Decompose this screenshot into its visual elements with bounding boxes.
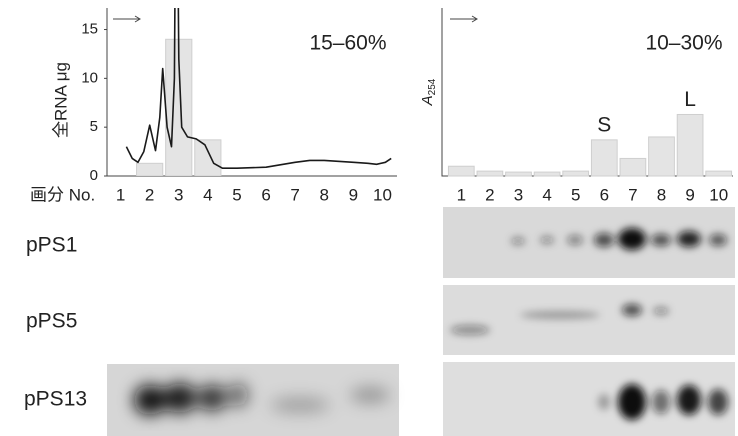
x-tick-label: 8: [320, 185, 329, 204]
x-tick-label: 2: [485, 185, 494, 204]
bar: [505, 171, 532, 177]
x-tick-label: 9: [685, 185, 694, 204]
blot-pps5: [443, 285, 735, 355]
y-tick-label: 0: [90, 167, 98, 184]
x-tick-label: 5: [232, 185, 241, 204]
arrow: [450, 15, 478, 23]
bar: [136, 162, 164, 176]
y-tick-label: 15: [81, 20, 98, 37]
bar: [194, 139, 222, 176]
bar: [590, 139, 618, 177]
bar: [476, 170, 504, 177]
bar-label: L: [684, 88, 696, 111]
y-tick-label: 10: [81, 69, 98, 86]
x-tick-label: 9: [349, 185, 358, 204]
y-label-sub: 254: [427, 78, 438, 95]
row-label: pPS1: [26, 234, 77, 257]
bar: [562, 170, 590, 177]
y-axis-label: 全RNA μg: [51, 62, 70, 138]
x-tick-label: 5: [571, 185, 580, 204]
x-tick-label: 6: [261, 185, 270, 204]
y-label-main: A: [419, 95, 436, 106]
bar-label: S: [597, 113, 611, 136]
row-label: pPS5: [26, 310, 77, 333]
arrow: [113, 15, 141, 23]
y-tick-label: 5: [90, 118, 98, 135]
x-tick-label: 1: [116, 185, 125, 204]
bar: [648, 136, 675, 177]
x-tick-label: 6: [600, 185, 609, 204]
x-tick-label: 4: [203, 185, 212, 204]
x-tick-label: 4: [542, 185, 551, 204]
bar: [447, 165, 475, 177]
x-tick-label: 8: [657, 185, 666, 204]
x-tick-label: 1: [457, 185, 466, 204]
x-tick-label: 2: [145, 185, 154, 204]
bands-left: [134, 383, 390, 415]
x-tick-label: 3: [514, 185, 523, 204]
x-tick-label: 7: [628, 185, 637, 204]
x-axis-label: 画分 No.: [30, 185, 95, 204]
bar: [533, 171, 561, 177]
x-tick-label: 10: [373, 185, 392, 204]
x-tick-label: 3: [174, 185, 183, 204]
blot-panels: [107, 207, 735, 436]
profile-line: [125, 8, 392, 169]
y-axis-label: A254: [419, 78, 438, 106]
bands: [450, 228, 728, 420]
bar: [676, 113, 704, 177]
row-label: pPS13: [24, 388, 87, 411]
x-tick-label: 7: [290, 185, 299, 204]
annotation: 10–30%: [645, 32, 722, 55]
x-tick-label: 10: [709, 185, 728, 204]
bar: [705, 170, 733, 177]
bar: [619, 157, 647, 177]
annotation: 15–60%: [309, 32, 386, 55]
